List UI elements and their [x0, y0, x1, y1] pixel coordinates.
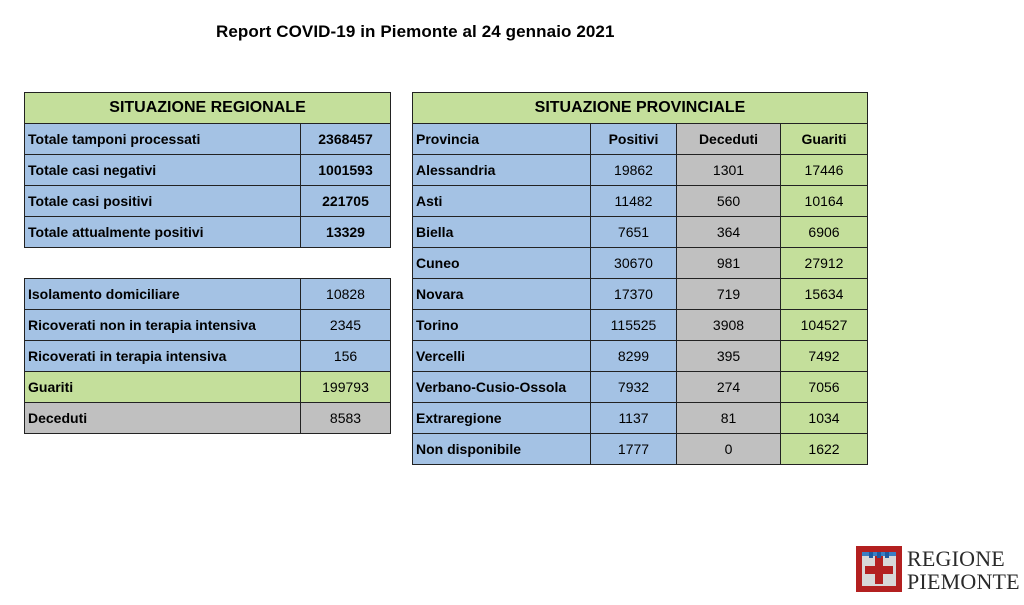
- row-label: Totale tamponi processati: [24, 123, 301, 155]
- row-value: 8583: [300, 402, 391, 434]
- row-label: Totale casi positivi: [24, 185, 301, 217]
- cell-guariti: 10164: [780, 185, 868, 217]
- cell-provincia: Asti: [412, 185, 591, 217]
- table-row: Asti 11482 560 10164: [412, 185, 868, 217]
- cell-positivi: 1777: [590, 433, 677, 465]
- regional-summary-table: SITUAZIONE REGIONALE Totale tamponi proc…: [23, 92, 392, 248]
- cell-provincia: Extraregione: [412, 402, 591, 434]
- cell-guariti: 27912: [780, 247, 868, 279]
- table-row: Ricoverati non in terapia intensiva 2345: [24, 309, 391, 341]
- table-row: Verbano-Cusio-Ossola 7932 274 7056: [412, 371, 868, 403]
- cell-deceduti: 364: [676, 216, 781, 248]
- table-row: Totale casi positivi 221705: [24, 185, 392, 217]
- row-label: Ricoverati in terapia intensiva: [24, 340, 301, 372]
- table-row: Biella 7651 364 6906: [412, 216, 868, 248]
- column-header-deceduti: Deceduti: [676, 123, 781, 155]
- row-label: Deceduti: [24, 402, 301, 434]
- provincial-table: SITUAZIONE PROVINCIALE Provincia Positiv…: [412, 92, 868, 465]
- row-label: Guariti: [24, 371, 301, 403]
- cell-guariti: 7492: [780, 340, 868, 372]
- cell-guariti: 15634: [780, 278, 868, 310]
- row-value: 221705: [299, 185, 392, 217]
- cell-deceduti: 395: [676, 340, 781, 372]
- column-header-guariti: Guariti: [780, 123, 868, 155]
- row-label: Ricoverati non in terapia intensiva: [24, 309, 301, 341]
- cell-guariti: 104527: [780, 309, 868, 341]
- cell-provincia: Novara: [412, 278, 591, 310]
- column-header-row: Provincia Positivi Deceduti Guariti: [412, 123, 868, 155]
- cell-guariti: 7056: [780, 371, 868, 403]
- table-header-row: SITUAZIONE PROVINCIALE: [412, 92, 868, 124]
- cell-guariti: 17446: [780, 154, 868, 186]
- regional-detail-table: Isolamento domiciliare 10828 Ricoverati …: [24, 278, 391, 434]
- cell-deceduti: 1301: [676, 154, 781, 186]
- cell-provincia: Torino: [412, 309, 591, 341]
- regione-piemonte-logo: REGIONE PIEMONTE: [856, 546, 1020, 594]
- regional-header: SITUAZIONE REGIONALE: [23, 92, 392, 124]
- cell-positivi: 30670: [590, 247, 677, 279]
- column-header-positivi: Positivi: [590, 123, 677, 155]
- cell-deceduti: 274: [676, 371, 781, 403]
- row-value: 2345: [300, 309, 391, 341]
- provincial-rows: Alessandria 19862 1301 17446 Asti 11482 560 101…: [412, 154, 868, 465]
- table-row: Ricoverati in terapia intensiva 156: [24, 340, 391, 372]
- cell-deceduti: 81: [676, 402, 781, 434]
- cell-positivi: 7932: [590, 371, 677, 403]
- logo-line-1: REGIONE: [907, 546, 1005, 571]
- cell-deceduti: 719: [676, 278, 781, 310]
- table-row: Cuneo 30670 981 27912: [412, 247, 868, 279]
- cell-guariti: 1622: [780, 433, 868, 465]
- row-value: 13329: [299, 216, 392, 248]
- logo-wordmark: REGIONE PIEMONTE: [907, 547, 1020, 593]
- cell-deceduti: 3908: [676, 309, 781, 341]
- cell-positivi: 1137: [590, 402, 677, 434]
- column-header-provincia: Provincia: [412, 123, 591, 155]
- row-label: Totale attualmente positivi: [24, 216, 301, 248]
- cell-provincia: Verbano-Cusio-Ossola: [412, 371, 591, 403]
- table-row: Torino 115525 3908 104527: [412, 309, 868, 341]
- table-header-row: SITUAZIONE REGIONALE: [23, 92, 392, 124]
- cell-positivi: 19862: [590, 154, 677, 186]
- table-row: Isolamento domiciliare 10828: [24, 278, 391, 310]
- cell-provincia: Cuneo: [412, 247, 591, 279]
- table-row: Guariti 199793: [24, 371, 391, 403]
- logo-line-2: PIEMONTE: [907, 569, 1020, 594]
- cell-guariti: 6906: [780, 216, 868, 248]
- table-row: Totale casi negativi 1001593: [24, 154, 392, 186]
- cell-provincia: Alessandria: [412, 154, 591, 186]
- cell-deceduti: 0: [676, 433, 781, 465]
- cell-guariti: 1034: [780, 402, 868, 434]
- table-row: Vercelli 8299 395 7492: [412, 340, 868, 372]
- table-row: Alessandria 19862 1301 17446: [412, 154, 868, 186]
- cell-positivi: 115525: [590, 309, 677, 341]
- table-row: Extraregione 1137 81 1034: [412, 402, 868, 434]
- row-value: 1001593: [299, 154, 392, 186]
- table-row: Deceduti 8583: [24, 402, 391, 434]
- row-value: 10828: [300, 278, 391, 310]
- row-value: 199793: [300, 371, 391, 403]
- cell-deceduti: 981: [676, 247, 781, 279]
- table-row: Totale tamponi processati 2368457: [24, 123, 392, 155]
- row-value: 156: [300, 340, 391, 372]
- cell-deceduti: 560: [676, 185, 781, 217]
- row-value: 2368457: [299, 123, 392, 155]
- cell-positivi: 8299: [590, 340, 677, 372]
- cell-provincia: Non disponibile: [412, 433, 591, 465]
- table-row: Non disponibile 1777 0 1622: [412, 433, 868, 465]
- row-label: Totale casi negativi: [24, 154, 301, 186]
- cell-provincia: Vercelli: [412, 340, 591, 372]
- provincial-header: SITUAZIONE PROVINCIALE: [412, 92, 868, 124]
- report-title: Report COVID-19 in Piemonte al 24 gennai…: [216, 22, 615, 41]
- cell-provincia: Biella: [412, 216, 591, 248]
- cell-positivi: 17370: [590, 278, 677, 310]
- table-row: Novara 17370 719 15634: [412, 278, 868, 310]
- cell-positivi: 7651: [590, 216, 677, 248]
- piemonte-crest-icon: [856, 546, 902, 592]
- cell-positivi: 11482: [590, 185, 677, 217]
- table-row: Totale attualmente positivi 13329: [24, 216, 392, 248]
- row-label: Isolamento domiciliare: [24, 278, 301, 310]
